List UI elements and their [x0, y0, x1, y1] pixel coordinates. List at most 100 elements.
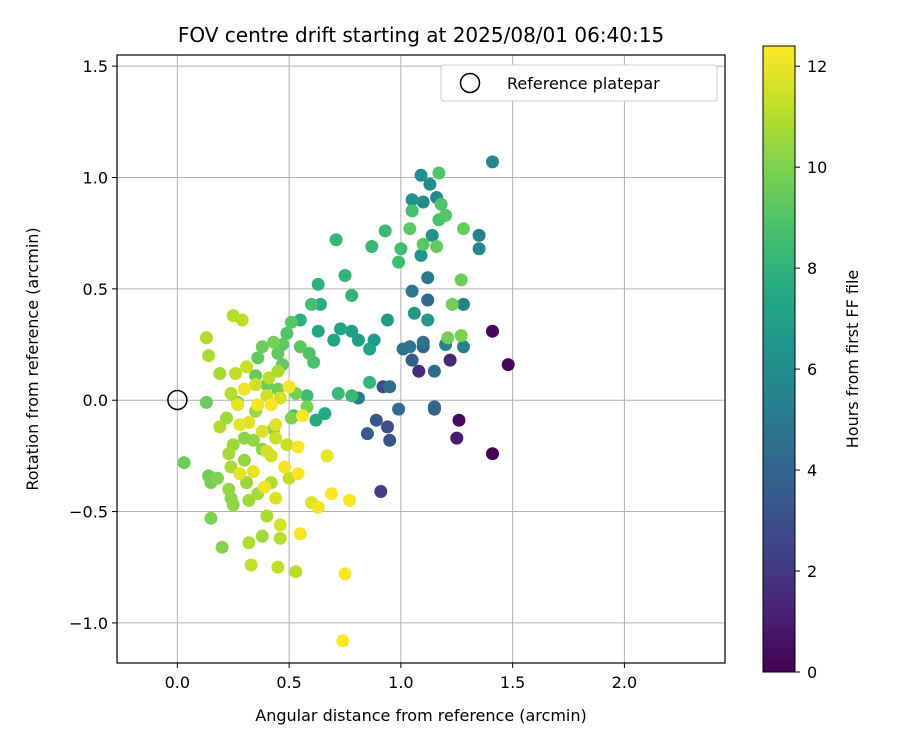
plot-frame — [116, 54, 726, 664]
data-point — [244, 558, 258, 572]
data-point — [336, 634, 350, 648]
data-point — [432, 166, 446, 180]
data-point — [472, 228, 486, 242]
data-point — [251, 351, 265, 365]
data-point — [237, 453, 251, 467]
data-point — [329, 233, 343, 247]
data-point — [454, 329, 468, 343]
data-point — [251, 398, 265, 412]
data-point — [242, 493, 256, 507]
data-point — [271, 364, 285, 378]
data-point — [472, 242, 486, 256]
data-point — [405, 353, 419, 367]
data-point — [291, 467, 305, 481]
data-point — [416, 335, 430, 349]
x-axis-ticks: 0.0 0.5 1.0 1.5 2.0 — [165, 663, 637, 692]
data-point — [255, 529, 269, 543]
data-point — [381, 313, 394, 327]
data-point — [434, 197, 448, 211]
data-point — [262, 371, 276, 385]
data-point — [427, 400, 441, 414]
data-point — [416, 237, 430, 251]
colorbar-label: Hours from first FF file — [843, 270, 862, 449]
data-point — [423, 177, 437, 191]
data-point — [269, 431, 283, 445]
data-point — [425, 228, 439, 242]
data-point — [302, 346, 316, 360]
y-tick-label: −1.0 — [69, 614, 108, 633]
data-point — [405, 204, 419, 218]
data-point — [331, 387, 345, 400]
legend-box — [440, 64, 718, 102]
data-point — [318, 407, 332, 421]
data-point — [327, 333, 341, 347]
data-point — [457, 297, 470, 311]
data-point — [320, 449, 334, 463]
colorbar-tick-label: 2 — [807, 562, 817, 581]
data-point — [233, 467, 247, 481]
data-point — [501, 358, 515, 372]
data-point — [486, 447, 499, 461]
data-point — [213, 367, 227, 380]
legend: Reference platepar — [440, 64, 718, 102]
data-point — [260, 444, 274, 458]
data-point — [224, 460, 238, 474]
data-point — [211, 471, 225, 485]
data-point — [365, 240, 379, 253]
data-point — [280, 326, 294, 340]
y-tick-label: 1.5 — [83, 57, 108, 76]
data-point — [345, 289, 359, 302]
data-point — [360, 427, 374, 441]
data-point — [269, 418, 283, 432]
data-point — [403, 340, 417, 354]
data-point — [421, 313, 435, 327]
colorbar-ticks: 0 2 4 6 8 10 12 — [795, 57, 827, 682]
data-point — [282, 380, 296, 394]
colorbar-tick-label: 10 — [807, 158, 827, 177]
data-point — [246, 465, 260, 478]
data-point — [334, 322, 347, 336]
data-point — [284, 315, 298, 329]
data-point — [271, 346, 285, 360]
colorbar-tick-label: 12 — [807, 57, 827, 76]
data-point — [240, 476, 254, 490]
colorbar-tick-label: 6 — [807, 360, 817, 379]
data-point — [293, 527, 307, 541]
data-point — [237, 382, 251, 396]
data-point — [378, 224, 392, 238]
y-axis-label: Rotation from reference (arcmin) — [23, 227, 42, 490]
data-point — [284, 411, 298, 425]
data-point — [345, 324, 359, 338]
legend-marker-reference — [459, 72, 481, 94]
data-point — [273, 518, 287, 532]
data-point — [443, 353, 457, 367]
data-point — [421, 271, 435, 285]
data-point — [273, 531, 287, 545]
data-point — [249, 369, 263, 383]
data-point — [414, 168, 428, 182]
data-point — [267, 335, 280, 349]
x-tick-label: 1.0 — [388, 673, 413, 692]
data-point — [240, 360, 254, 374]
data-point — [412, 364, 426, 378]
data-point — [220, 411, 233, 425]
data-point — [457, 340, 470, 354]
data-point — [224, 387, 238, 400]
data-point — [392, 255, 406, 269]
data-point — [343, 493, 356, 507]
data-point — [264, 398, 278, 412]
data-point — [414, 248, 428, 262]
x-tick-label: 0.5 — [276, 673, 301, 692]
colorbar-gradient — [762, 45, 796, 673]
data-point — [439, 208, 453, 222]
y-tick-label: 0.0 — [83, 391, 108, 410]
data-point — [280, 438, 294, 452]
data-point — [222, 482, 236, 496]
data-point — [311, 324, 325, 338]
grid-lines — [117, 55, 725, 663]
data-point — [269, 491, 283, 505]
x-tick-label: 1.5 — [500, 673, 525, 692]
data-point — [394, 242, 408, 256]
y-axis-ticks: −1.0 −0.5 0.0 0.5 1.0 1.5 — [69, 57, 117, 633]
